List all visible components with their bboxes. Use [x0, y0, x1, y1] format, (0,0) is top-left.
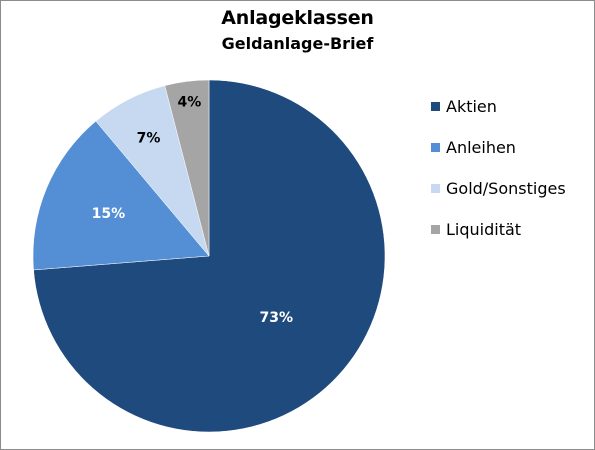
legend-item-aktien: Aktien [431, 94, 566, 119]
chart-title: Anlageklassen [221, 7, 374, 29]
legend: Aktien Anleihen Gold/Sonstiges Liquiditä… [431, 94, 566, 258]
legend-label-anleihen: Anleihen [446, 138, 516, 157]
chart-subtitle: Geldanlage-Brief [221, 34, 374, 53]
legend-label-liquiditaet: Liquidität [446, 220, 522, 239]
legend-item-gold-sonstiges: Gold/Sonstiges [431, 176, 566, 201]
legend-swatch-anleihen [431, 143, 440, 152]
legend-swatch-aktien [431, 102, 440, 111]
data-label-aktien: 73% [259, 310, 293, 326]
data-label-anleihen: 15% [92, 206, 126, 222]
pie-slice-liquiditaet [164, 79, 210, 257]
legend-item-anleihen: Anleihen [431, 135, 566, 160]
data-label-gold-sonstiges: 7% [137, 131, 161, 147]
legend-item-liquiditaet: Liquidität [431, 217, 566, 242]
pie-slice-anleihen [32, 120, 210, 271]
legend-swatch-gold-sonstiges [431, 184, 440, 193]
data-label-liquiditaet: 4% [178, 94, 202, 110]
legend-label-aktien: Aktien [446, 97, 497, 116]
legend-swatch-liquiditaet [431, 225, 440, 234]
legend-label-gold-sonstiges: Gold/Sonstiges [446, 179, 566, 198]
